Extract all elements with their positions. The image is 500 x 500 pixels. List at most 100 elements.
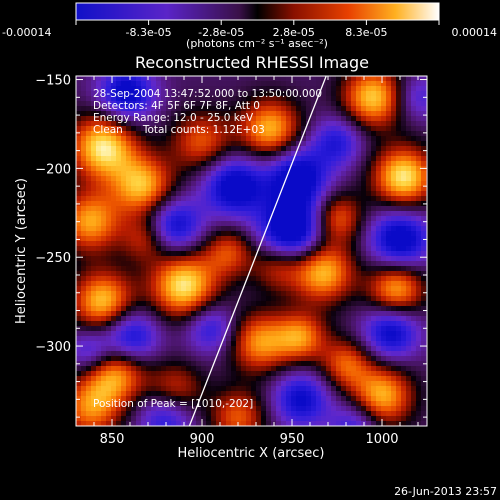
heatmap-cell [281,346,287,352]
heatmap-cell [296,206,302,212]
heatmap-cell [396,251,402,257]
heatmap-cell [221,371,227,377]
heatmap-cell [121,226,127,232]
heatmap-cell [356,226,362,232]
heatmap-cell [346,166,352,172]
heatmap-cell [226,111,232,117]
heatmap-cell [96,376,102,382]
heatmap-cell [196,316,202,322]
heatmap-cell [246,186,252,192]
heatmap-cell [126,151,132,157]
heatmap-cell [101,81,107,87]
heatmap-cell [266,236,272,242]
heatmap-cell [391,326,397,332]
heatmap-cell [226,101,232,107]
heatmap-cell [161,396,167,402]
heatmap-cell [301,226,307,232]
heatmap-cell [326,121,332,127]
heatmap-cell [416,86,422,92]
heatmap-cell [116,146,122,152]
heatmap-cell [86,306,92,312]
heatmap-cell [91,166,97,172]
heatmap-cell [236,146,242,152]
heatmap-cell [331,286,337,292]
heatmap-cell [161,401,167,407]
heatmap-cell [176,126,182,132]
heatmap-cell [226,166,232,172]
heatmap-cell [91,291,97,297]
heatmap-cell [186,266,192,272]
heatmap-cell [121,376,127,382]
heatmap-cell [111,421,117,426]
heatmap-cell [376,196,382,202]
heatmap-cell [391,336,397,342]
heatmap-cell [256,351,262,357]
heatmap-cell [411,151,417,157]
heatmap-cell [406,281,412,287]
heatmap-cell [146,81,152,87]
heatmap-cell [386,246,392,252]
heatmap-cell [406,216,412,222]
heatmap-cell [281,401,287,407]
heatmap-cell [171,281,177,287]
heatmap-cell [156,236,162,242]
heatmap-cell [236,396,242,402]
heatmap-cell [246,76,252,82]
heatmap-cell [276,361,282,367]
heatmap-cell [271,146,277,152]
heatmap-cell [341,91,347,97]
heatmap-cell [136,361,142,367]
heatmap-cell [286,396,292,402]
heatmap-cell [141,306,147,312]
heatmap-cell [91,251,97,257]
heatmap-cell [281,391,287,397]
heatmap-cell [256,186,262,192]
heatmap-cell [161,351,167,357]
heatmap-cell [121,296,127,302]
heatmap-cell [86,111,92,117]
heatmap-cell [91,201,97,207]
heatmap-cell [131,196,137,202]
heatmap-cell [421,76,427,82]
heatmap-cell [246,386,252,392]
heatmap-cell [271,301,277,307]
heatmap-cell [271,211,277,217]
heatmap-cell [336,321,342,327]
heatmap-cell [181,306,187,312]
heatmap-cell [361,351,367,357]
heatmap-cell [351,331,357,337]
heatmap-cell [386,376,392,382]
heatmap-cell [176,211,182,217]
heatmap-cell [236,371,242,377]
heatmap-cell [401,96,407,102]
heatmap-cell [276,286,282,292]
heatmap-cell [261,166,267,172]
heatmap-cell [291,141,297,147]
heatmap-cell [201,291,207,297]
heatmap-cell [416,171,422,177]
heatmap-cell [111,111,117,117]
heatmap-cell [91,411,97,417]
heatmap-cell [86,301,92,307]
heatmap-cell [186,211,192,217]
heatmap-cell [331,401,337,407]
heatmap-cell [321,256,327,262]
heatmap-cell [256,416,262,422]
heatmap-cell [171,151,177,157]
heatmap-cell [381,391,387,397]
heatmap-cell [301,306,307,312]
heatmap-cell [151,311,157,317]
heatmap-cell [141,156,147,162]
heatmap-cell [386,391,392,397]
heatmap-cell [266,401,272,407]
heatmap-cell [81,386,87,392]
heatmap-cell [181,341,187,347]
heatmap-cell [261,376,267,382]
heatmap-cell [216,341,222,347]
heatmap-cell [171,366,177,372]
heatmap-cell [181,196,187,202]
heatmap-cell [241,226,247,232]
heatmap-cell [341,371,347,377]
heatmap-cell [191,321,197,327]
heatmap-cell [161,281,167,287]
